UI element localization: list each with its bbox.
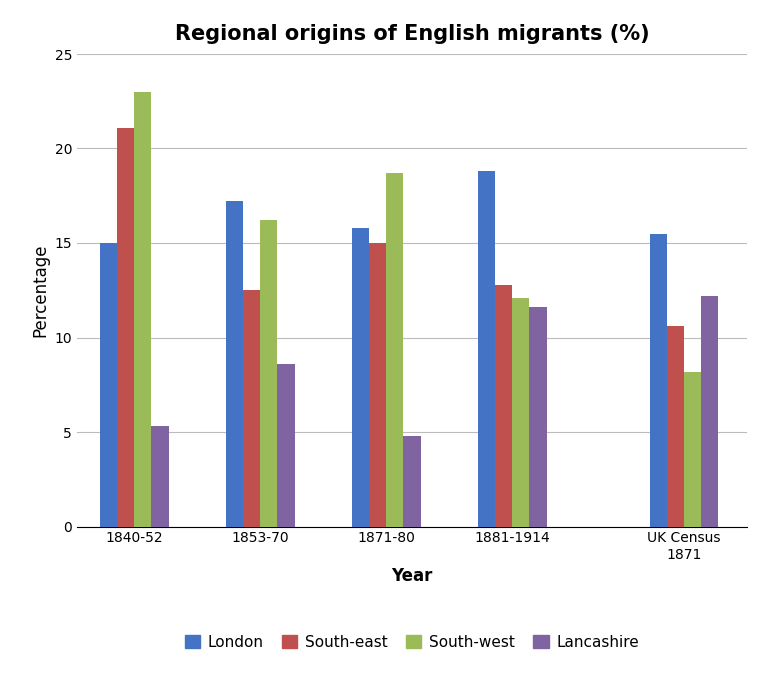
Bar xyxy=(387,173,403,526)
Bar xyxy=(667,326,684,526)
Bar xyxy=(226,201,243,526)
Bar xyxy=(134,92,152,526)
Bar xyxy=(152,427,169,526)
X-axis label: Year: Year xyxy=(391,567,433,585)
Bar xyxy=(100,243,117,526)
Bar xyxy=(277,364,295,526)
Y-axis label: Percentage: Percentage xyxy=(31,244,49,337)
Bar xyxy=(260,220,277,526)
Bar xyxy=(495,285,512,526)
Bar xyxy=(701,296,718,526)
Bar xyxy=(403,436,420,526)
Bar xyxy=(352,228,369,526)
Bar xyxy=(369,243,387,526)
Bar xyxy=(684,371,701,526)
Bar xyxy=(243,290,260,526)
Bar xyxy=(512,298,529,526)
Title: Regional origins of English migrants (%): Regional origins of English migrants (%) xyxy=(175,24,649,44)
Legend: London, South-east, South-west, Lancashire: London, South-east, South-west, Lancashi… xyxy=(179,628,645,656)
Bar xyxy=(478,171,495,526)
Bar xyxy=(529,307,547,526)
Bar xyxy=(117,128,134,526)
Bar xyxy=(650,234,667,526)
